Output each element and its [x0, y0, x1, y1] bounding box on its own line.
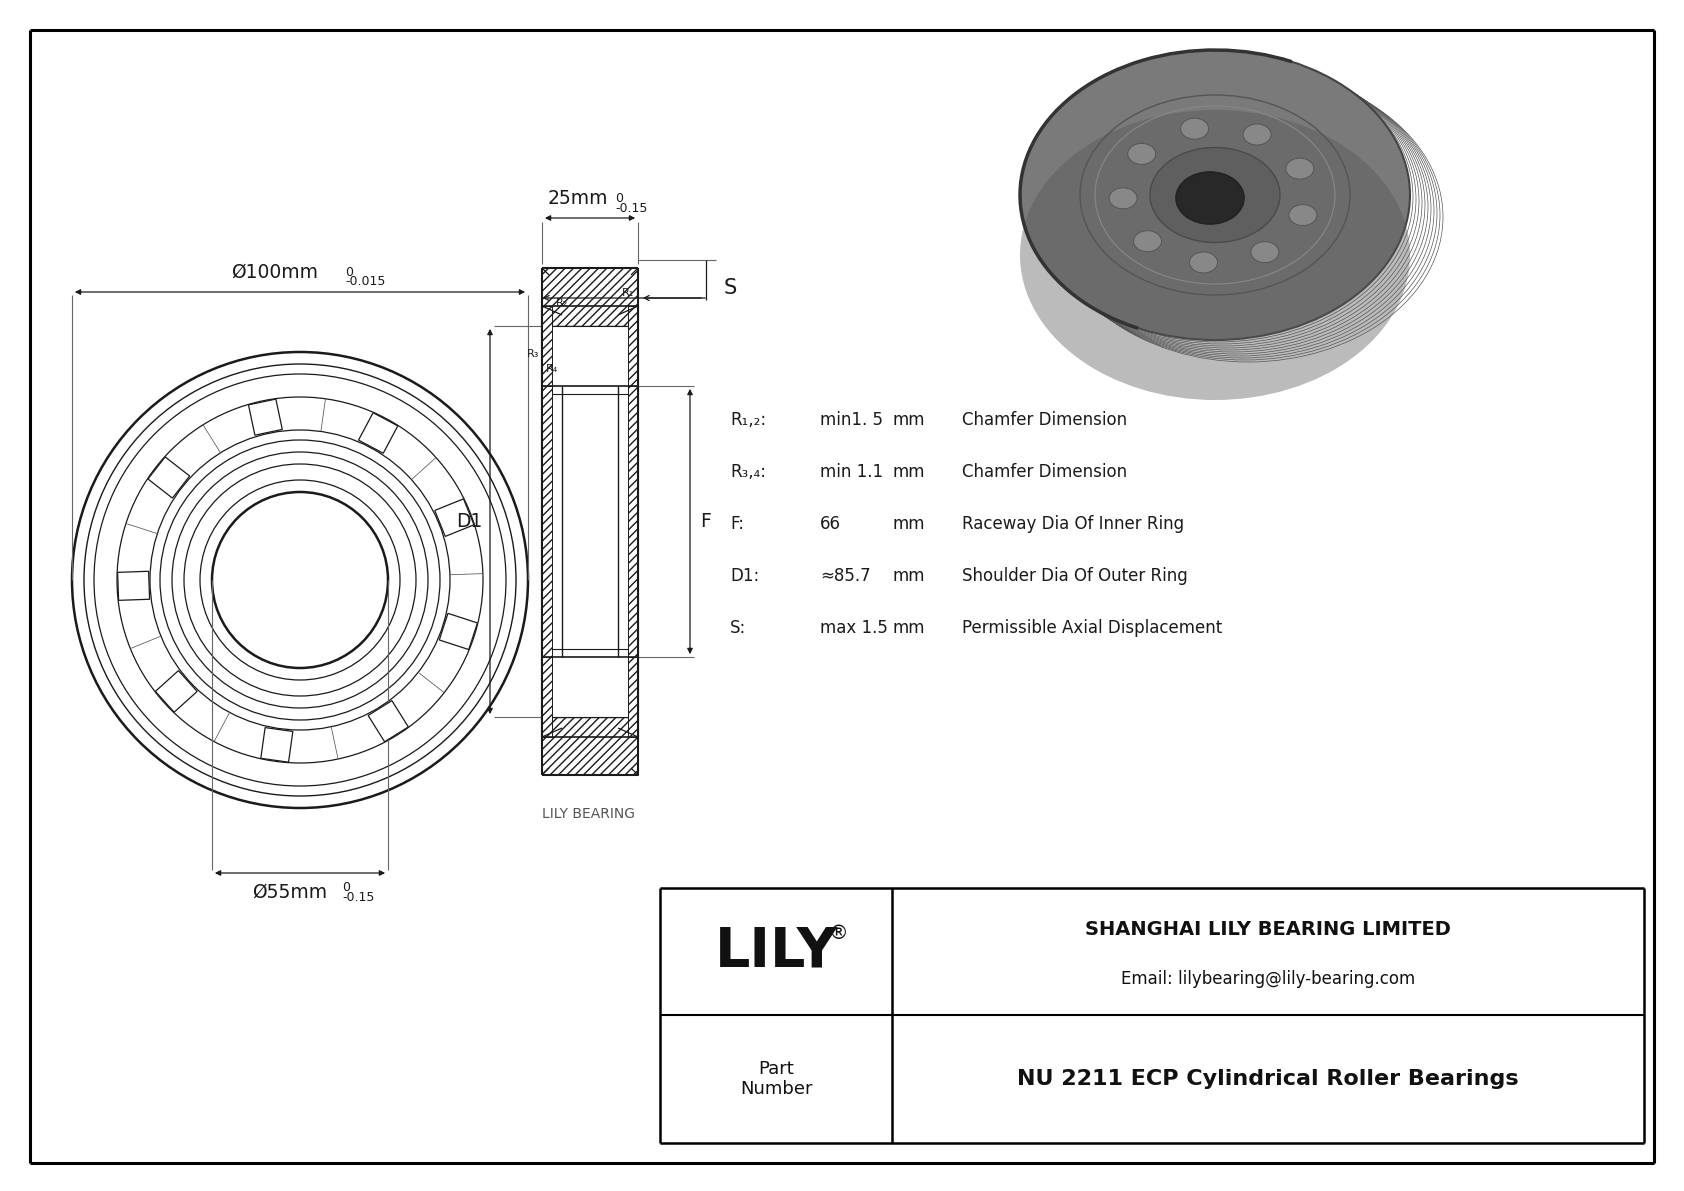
Bar — [544, 649, 637, 717]
Text: R₄: R₄ — [546, 364, 559, 374]
Text: R₁,₂:: R₁,₂: — [729, 411, 766, 429]
Ellipse shape — [1021, 110, 1410, 400]
Text: max 1.5: max 1.5 — [820, 619, 887, 637]
Ellipse shape — [1287, 158, 1314, 179]
Ellipse shape — [1150, 148, 1280, 243]
Text: LILY: LILY — [714, 924, 837, 979]
Text: 25mm: 25mm — [547, 189, 608, 208]
Text: R₁: R₁ — [621, 288, 635, 298]
Text: mm: mm — [893, 463, 925, 481]
Text: D1:: D1: — [729, 567, 759, 585]
Text: Email: lilybearing@lily-bearing.com: Email: lilybearing@lily-bearing.com — [1122, 971, 1415, 989]
Text: ®: ® — [829, 924, 847, 943]
Bar — [542, 717, 638, 775]
Text: S:: S: — [729, 619, 746, 637]
Text: R₂: R₂ — [556, 298, 568, 308]
Ellipse shape — [1251, 242, 1278, 263]
Text: 0: 0 — [342, 881, 350, 894]
Text: LILY BEARING: LILY BEARING — [542, 807, 635, 821]
Text: Ø100mm: Ø100mm — [231, 263, 318, 282]
Ellipse shape — [1128, 143, 1155, 164]
Text: S: S — [724, 278, 738, 298]
Text: 66: 66 — [820, 515, 840, 534]
Polygon shape — [440, 613, 478, 649]
Text: mm: mm — [893, 567, 925, 585]
Text: F:: F: — [729, 515, 744, 534]
Polygon shape — [118, 572, 150, 600]
Bar — [542, 306, 552, 386]
Ellipse shape — [1133, 231, 1162, 251]
Ellipse shape — [1288, 205, 1317, 225]
Text: Chamfer Dimension: Chamfer Dimension — [962, 411, 1127, 429]
Text: Ø55mm: Ø55mm — [253, 883, 328, 902]
Text: min1. 5: min1. 5 — [820, 411, 882, 429]
Text: min 1.1: min 1.1 — [820, 463, 882, 481]
Polygon shape — [249, 399, 283, 435]
Ellipse shape — [1021, 50, 1410, 339]
Text: Chamfer Dimension: Chamfer Dimension — [962, 463, 1127, 481]
Text: R₃: R₃ — [527, 349, 539, 358]
Ellipse shape — [1180, 118, 1209, 139]
Bar — [628, 306, 638, 386]
Text: Shoulder Dia Of Outer Ring: Shoulder Dia Of Outer Ring — [962, 567, 1187, 585]
Text: -0.15: -0.15 — [615, 202, 647, 216]
Text: mm: mm — [893, 515, 925, 534]
Text: Raceway Dia Of Inner Ring: Raceway Dia Of Inner Ring — [962, 515, 1184, 534]
Ellipse shape — [1175, 172, 1244, 224]
Ellipse shape — [1110, 188, 1137, 208]
Bar — [628, 386, 638, 657]
Bar — [544, 326, 637, 394]
Polygon shape — [359, 413, 397, 454]
Text: -0.015: -0.015 — [345, 275, 386, 288]
Bar — [542, 386, 552, 657]
Text: R₃,₄:: R₃,₄: — [729, 463, 766, 481]
Bar — [542, 657, 552, 737]
Bar — [628, 657, 638, 737]
Text: mm: mm — [893, 411, 925, 429]
Text: NU 2211 ECP Cylindrical Roller Bearings: NU 2211 ECP Cylindrical Roller Bearings — [1017, 1070, 1519, 1089]
Text: F: F — [701, 512, 711, 531]
Polygon shape — [369, 700, 408, 742]
Text: SHANGHAI LILY BEARING LIMITED: SHANGHAI LILY BEARING LIMITED — [1084, 921, 1452, 940]
Text: -0.15: -0.15 — [342, 891, 374, 904]
Text: ≈85.7: ≈85.7 — [820, 567, 871, 585]
Text: 0: 0 — [345, 266, 354, 279]
Polygon shape — [155, 671, 197, 712]
Polygon shape — [434, 499, 473, 536]
Text: Part
Number: Part Number — [739, 1060, 812, 1098]
Bar — [542, 268, 638, 326]
Text: mm: mm — [893, 619, 925, 637]
Ellipse shape — [1243, 124, 1271, 145]
Text: Permissible Axial Displacement: Permissible Axial Displacement — [962, 619, 1223, 637]
Text: D1: D1 — [456, 512, 482, 531]
Polygon shape — [148, 457, 190, 498]
Polygon shape — [261, 728, 293, 762]
Text: 0: 0 — [615, 192, 623, 205]
Ellipse shape — [1189, 252, 1218, 273]
